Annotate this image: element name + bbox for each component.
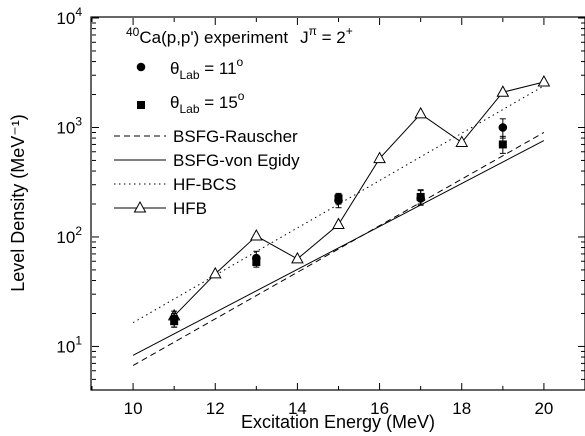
data-point-15deg xyxy=(334,194,343,203)
hfb-triangle-marker xyxy=(496,85,510,97)
x-axis-label: Excitation Energy (MeV) xyxy=(241,412,435,432)
series-line-5 xyxy=(173,81,545,317)
hfb-triangle-marker xyxy=(455,135,469,147)
legend-angle-label: θLab = 11o xyxy=(170,55,244,82)
legend-eq: = 2 xyxy=(317,28,346,47)
legend-degree-superscript: o xyxy=(238,89,245,103)
x-tick-label: 10 xyxy=(124,399,143,418)
legend-square-marker xyxy=(137,101,145,109)
hfb-triangle-marker xyxy=(373,151,386,164)
legend-mass-number: 40 xyxy=(126,25,140,39)
legend-lab-subscript: Lab xyxy=(179,68,199,82)
legend-j: J xyxy=(300,28,309,47)
legend-series-label: HF-BCS xyxy=(173,175,236,194)
y-tick-label: 103 xyxy=(56,114,82,137)
legend-reaction: Ca(p,p') experiment xyxy=(139,28,288,47)
legend-circle-marker xyxy=(136,62,146,72)
y-tick-base: 10 xyxy=(56,337,75,356)
series-line-2 xyxy=(132,132,545,366)
legend-experiment-title: 40Ca(p,p') experiment Jπ = 2+ xyxy=(126,24,353,47)
y-tick-exponent: 4 xyxy=(75,5,82,19)
y-tick-base: 10 xyxy=(56,118,75,137)
hfb-triangle-marker xyxy=(414,106,428,119)
legend-series-label: HFB xyxy=(173,199,207,218)
y-tick-base: 10 xyxy=(56,228,75,247)
data-point-15deg xyxy=(498,140,507,149)
legend-series-label: BSFG-Rauscher xyxy=(173,127,298,146)
x-tick-label: 14 xyxy=(288,399,307,418)
legend-theta: θ xyxy=(170,59,179,78)
y-tick-base: 10 xyxy=(56,9,75,28)
hfb-triangle-marker xyxy=(291,251,304,264)
legend-pi: π xyxy=(309,24,317,38)
y-axis-label: Level Density (MeV⁻¹) xyxy=(8,114,28,292)
hfb-triangle-marker xyxy=(249,228,263,241)
y-tick-exponent: 3 xyxy=(75,114,82,128)
legend-plus: + xyxy=(346,24,353,38)
data-point-11deg xyxy=(498,123,508,132)
legend-angle-value: = 11 xyxy=(200,59,237,78)
y-tick-label: 104 xyxy=(56,5,82,28)
x-tick-label: 16 xyxy=(370,399,389,418)
hfb-triangle-marker xyxy=(332,217,345,229)
y-tick-label: 101 xyxy=(56,333,82,356)
legend-series-label: BSFG-von Egidy xyxy=(173,151,300,170)
legend-degree-superscript: o xyxy=(237,55,244,69)
data-point-15deg xyxy=(170,317,179,326)
x-tick-label: 12 xyxy=(206,399,225,418)
series-line-3 xyxy=(132,140,545,356)
y-tick-label: 102 xyxy=(56,224,82,247)
y-tick-exponent: 2 xyxy=(75,224,82,238)
x-tick-label: 18 xyxy=(452,399,471,418)
x-tick-label: 20 xyxy=(534,399,553,418)
legend-angle-label: θLab = 15o xyxy=(170,89,245,116)
legend-theta: θ xyxy=(170,93,179,112)
data-point-15deg xyxy=(416,192,425,201)
legend-lab-subscript: Lab xyxy=(179,102,199,116)
legend-triangle-marker xyxy=(133,200,147,213)
y-tick-exponent: 1 xyxy=(75,333,82,347)
data-point-15deg xyxy=(252,258,261,267)
hfb-triangle-marker xyxy=(537,75,551,87)
legend-angle-value: = 15 xyxy=(200,93,238,112)
hfb-triangle-marker xyxy=(208,266,222,279)
